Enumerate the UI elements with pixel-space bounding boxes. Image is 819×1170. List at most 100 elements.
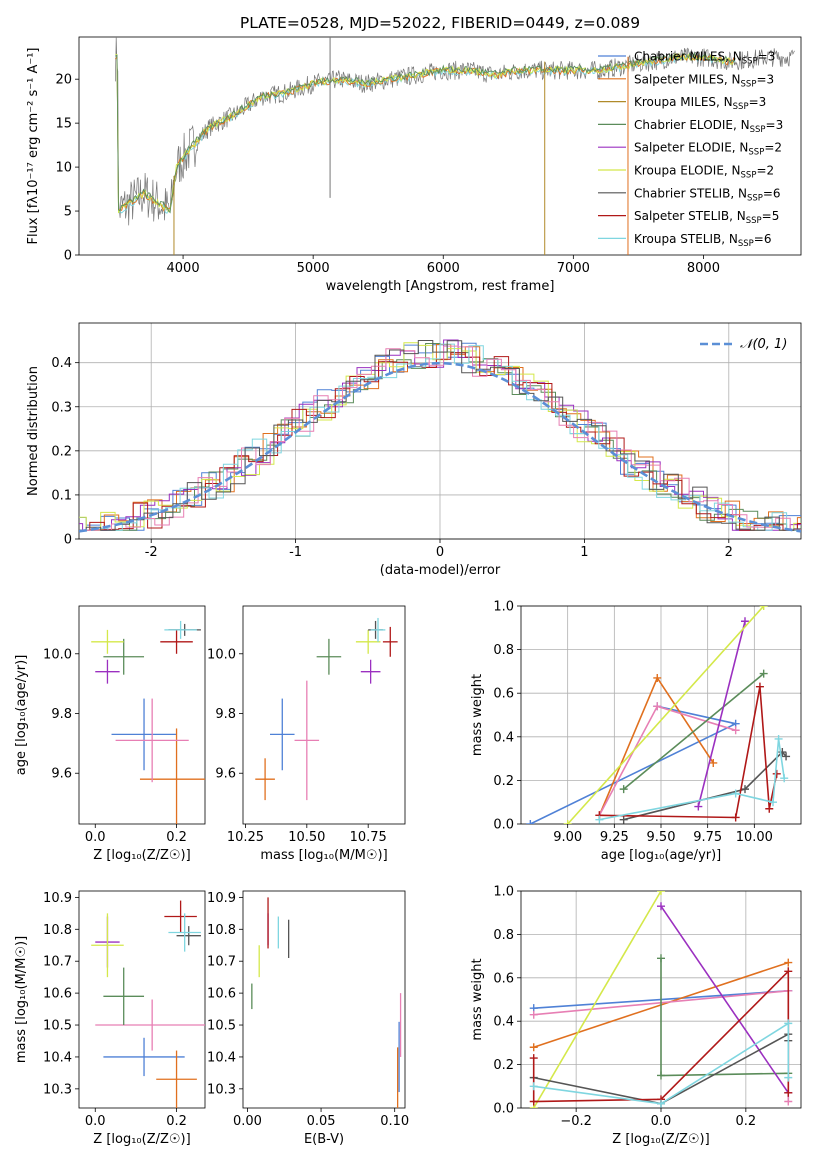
x-tick-label: 1	[580, 545, 588, 560]
y-tick-label: 15	[55, 117, 72, 132]
errorbar-point	[95, 659, 120, 684]
weight-point-marker	[772, 769, 781, 778]
y-tick-label: 10.3	[207, 1082, 236, 1097]
y-tick-label: 9.8	[215, 707, 236, 722]
errorbar-point	[91, 629, 124, 654]
axes-frame	[242, 605, 406, 825]
y-tick-label: 1.0	[493, 885, 514, 900]
weight-series-line	[697, 621, 746, 807]
y-tick-label: 10.4	[207, 1050, 236, 1065]
axes-frame	[78, 36, 802, 256]
x-tick-label: 0.05	[307, 1114, 336, 1129]
errorbar-point	[316, 638, 342, 675]
weight-point-marker	[526, 820, 535, 824]
weight-series-line	[598, 676, 714, 816]
errorbar-point	[103, 967, 145, 1026]
y-tick-label: 10.0	[43, 647, 72, 662]
weight-point-marker	[784, 1088, 793, 1097]
age_vs_mass-xlabel: mass [log₁₀(M/M☉)]	[260, 848, 387, 863]
y-tick-label: 0.8	[493, 928, 514, 943]
errorbar-point	[176, 926, 201, 946]
spectrum-legend: Chabrier MILES, NSSP=3 Salpeter MILES, NS…	[598, 50, 783, 249]
errorbar-point	[370, 617, 386, 642]
weight-point-marker	[769, 798, 777, 807]
weight-point-marker	[529, 1043, 538, 1052]
weight_vs_Z-ylabel: mass weight	[470, 958, 485, 1040]
age_vs_mass-plot	[255, 617, 398, 801]
x-tick-label: 9.25	[600, 830, 629, 845]
y-tick-label: 10.8	[207, 923, 236, 938]
x-tick-label: 4000	[167, 261, 200, 276]
weight-point-marker	[563, 820, 572, 824]
legend-entry: Kroupa ELODIE, NSSP=2	[634, 164, 774, 181]
weight_vs_age-plot	[526, 606, 791, 824]
weight-point-marker	[759, 606, 768, 610]
weight-point-marker	[784, 967, 793, 976]
errorbar-point	[103, 1037, 185, 1077]
weight-series-line	[660, 905, 789, 1094]
x-tick-label: 0.2	[166, 1114, 187, 1129]
errorbar-point	[255, 758, 275, 801]
residuals-xlabel: (data-model)/error	[380, 563, 501, 578]
weight-point-marker	[619, 785, 628, 794]
y-tick-label: 10.7	[43, 955, 72, 970]
legend-entry: 𝒩(0, 1)	[740, 337, 787, 352]
mass_vs_ebv-plot	[251, 897, 402, 1108]
y-tick-label: 10	[55, 161, 72, 176]
y-tick-label: 0	[64, 533, 72, 548]
x-tick-label: 0.2	[736, 1114, 757, 1129]
y-tick-label: 10.0	[207, 647, 236, 662]
weight-point-marker	[765, 804, 774, 813]
legend-entry: Salpeter STELIB, NSSP=5	[634, 209, 779, 226]
weight-point-marker	[755, 682, 764, 691]
weight-series-line	[567, 606, 765, 824]
residual-histogram-line	[79, 342, 801, 531]
weight-point-marker	[741, 785, 749, 794]
age_vs_Z-plot	[91, 620, 205, 824]
weight-series-line	[623, 672, 765, 790]
x-tick-label: 5000	[297, 261, 330, 276]
y-tick-label: 5	[64, 205, 72, 220]
legend-entry: Kroupa MILES, NSSP=3	[634, 95, 766, 112]
x-tick-label: 9.00	[553, 830, 582, 845]
y-tick-label: 0.6	[493, 971, 514, 986]
residuals-ylabel: Normed distribution	[26, 366, 41, 496]
weight-point-marker	[595, 815, 604, 824]
legend-entry: Salpeter MILES, NSSP=3	[634, 72, 774, 89]
residual-histogram-line	[79, 339, 801, 531]
mass_vs_Z-xlabel: Z [log₁₀(Z/Z☉)]	[93, 1132, 190, 1147]
y-tick-label: 20	[55, 73, 72, 88]
y-tick-label: 0.4	[493, 1015, 514, 1030]
weight-point-marker	[731, 813, 740, 822]
x-tick-label: 0.2	[166, 830, 187, 845]
errorbar-point	[91, 913, 124, 978]
weight-point-marker	[529, 1054, 538, 1063]
y-tick-label: 9.8	[51, 707, 72, 722]
weight-point-marker	[657, 902, 665, 911]
y-tick-label: 0.8	[493, 643, 514, 658]
errorbar-point	[164, 900, 197, 933]
y-tick-label: 10.6	[207, 987, 236, 1002]
x-tick-label: 10.50	[288, 830, 325, 845]
weight-point-marker	[782, 752, 791, 761]
legend-entry: Chabrier ELODIE, NSSP=3	[634, 118, 783, 135]
y-tick-label: 0.6	[493, 687, 514, 702]
age_vs_Z-xlabel: Z [log₁₀(Z/Z☉)]	[93, 848, 190, 863]
weight-point-marker	[731, 726, 740, 735]
x-tick-label: 0.00	[233, 1114, 262, 1129]
residual-histogram-line	[79, 340, 801, 531]
weight-point-marker	[784, 1019, 793, 1028]
x-tick-label: 6000	[427, 261, 460, 276]
weight-point-marker	[780, 774, 789, 783]
weight-point-marker	[709, 758, 718, 767]
y-tick-label: 1.0	[493, 600, 514, 615]
weight-point-marker	[657, 1099, 665, 1108]
errorbar-point	[360, 659, 381, 684]
weight-series-line	[533, 1021, 790, 1105]
errorbar-point	[164, 620, 197, 639]
weight-point-marker	[784, 958, 793, 967]
y-tick-label: 10.5	[207, 1019, 236, 1034]
normal-curve-line	[79, 361, 801, 533]
y-tick-label: 9.6	[215, 767, 236, 782]
